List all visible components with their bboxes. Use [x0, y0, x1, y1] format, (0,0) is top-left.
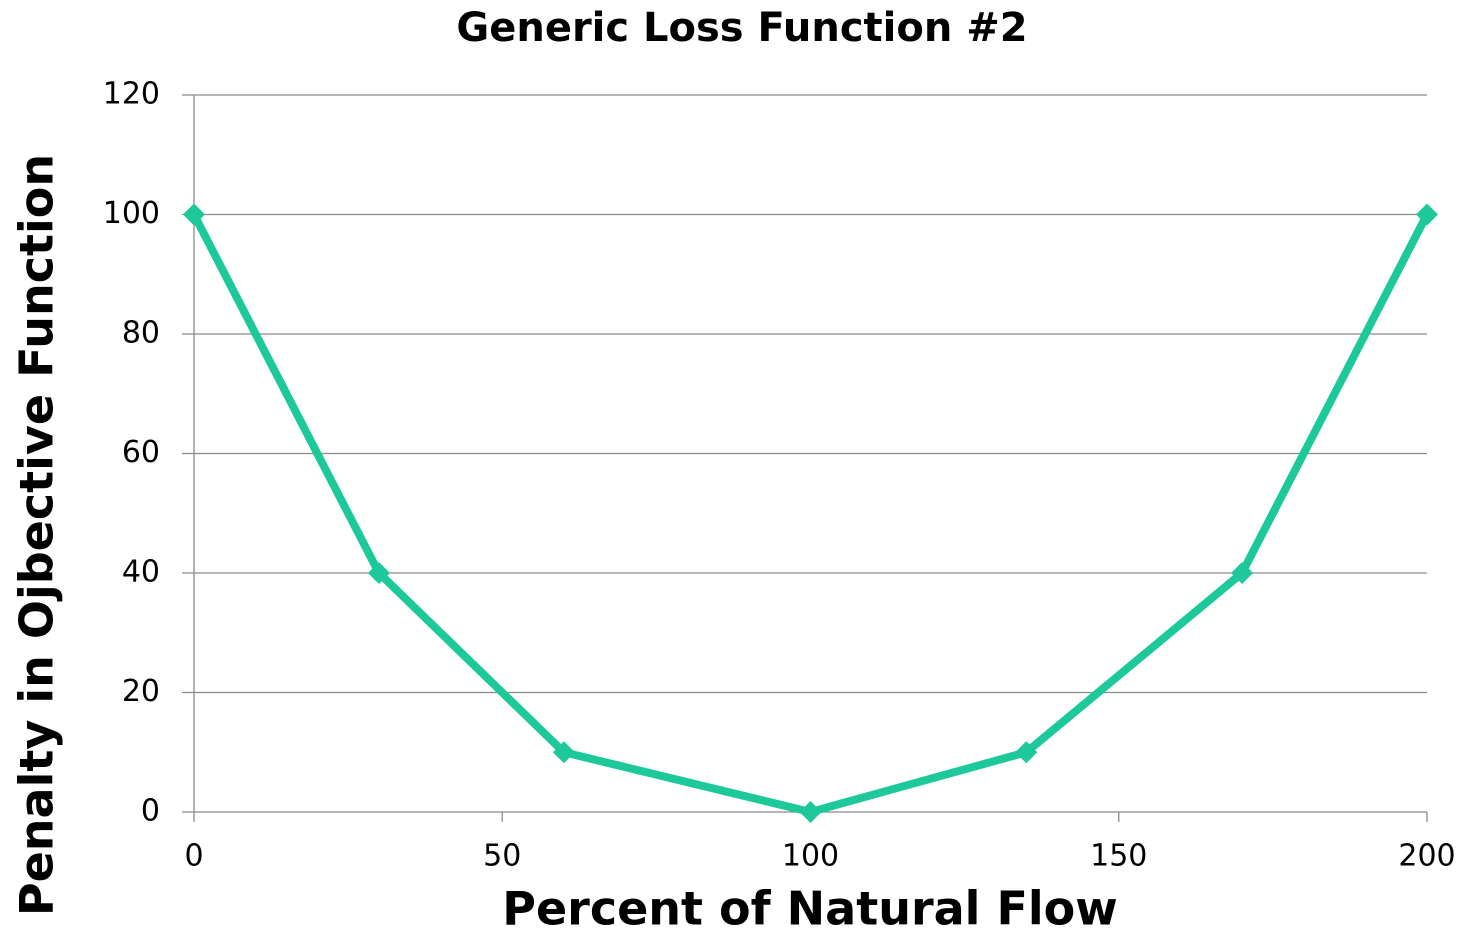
point-marker — [552, 741, 575, 764]
point-marker — [367, 562, 390, 584]
x-tick-label: 100 — [782, 839, 839, 874]
y-tick-label: 80 — [122, 316, 160, 351]
point-marker — [1416, 203, 1438, 226]
y-tick-label: 100 — [103, 196, 160, 231]
x-axis-title: Percent of Natural Flow — [502, 882, 1118, 936]
chart-title: Generic Loss Function #2 — [456, 5, 1027, 51]
x-tick-label: 150 — [1090, 839, 1147, 874]
point-marker — [183, 203, 205, 226]
point-marker — [799, 801, 822, 823]
y-tick-label: 20 — [122, 674, 160, 709]
x-tick-label: 200 — [1398, 839, 1455, 874]
y-tick-label: 40 — [122, 555, 160, 590]
x-tick-label: 50 — [483, 839, 521, 874]
y-tick-label: 120 — [103, 77, 160, 112]
y-tick-label: 60 — [122, 435, 160, 470]
y-tick-label: 0 — [141, 794, 160, 829]
y-axis-title: Penalty in Ojbective Function — [10, 154, 64, 916]
point-marker — [1015, 741, 1038, 764]
x-tick-label: 0 — [184, 839, 203, 874]
point-marker — [1231, 562, 1254, 584]
series-line — [190, 212, 1431, 816]
